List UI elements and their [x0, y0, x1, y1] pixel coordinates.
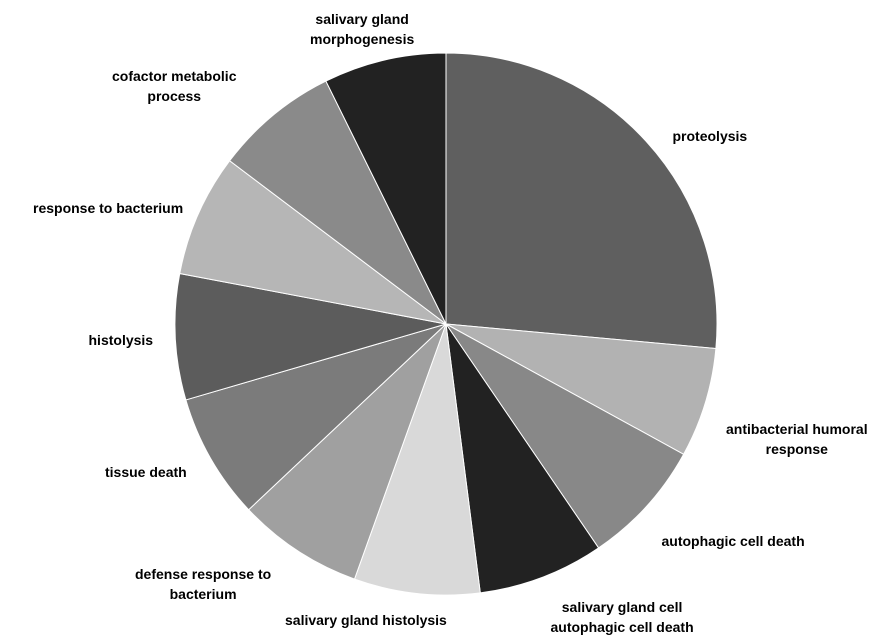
pie-slice [445, 323, 685, 549]
slice-label-line: histolysis [88, 332, 154, 348]
slice-label-line: morphogenesis [310, 31, 415, 47]
slice-label-line: process [147, 88, 202, 104]
slice-label-line: response [765, 441, 828, 457]
slice-label-line: tissue death [105, 464, 187, 480]
slice-label-line: salivary gland [315, 11, 409, 27]
pie-slice [174, 272, 447, 401]
slice-label-line: cofactor metabolic [112, 68, 237, 84]
slice-label-line: salivary gland cell [561, 599, 683, 615]
slice-label: cofactor metabolic process [112, 66, 236, 106]
slice-label: salivary gland cell autophagic cell death [551, 597, 694, 637]
slice-label: defense response to bacterium [135, 564, 271, 604]
pie-slice [445, 323, 717, 455]
slice-label-line: antibacterial humoral [726, 421, 868, 437]
slice-label-line: bacterium [169, 586, 237, 602]
slice-label: antibacterial humoral response [726, 419, 868, 459]
slice-label: salivary gland morphogenesis [310, 9, 414, 49]
slice-label-line: autophagic cell death [661, 533, 805, 549]
slice-label: histolysis [89, 330, 154, 350]
pie-slice [228, 80, 447, 325]
slice-label-line: defense response to [135, 566, 272, 582]
slice-label-line: autophagic cell death [550, 619, 694, 635]
pie-slice [185, 323, 447, 511]
slice-label: salivary gland histolysis [285, 610, 447, 630]
pie-slice [445, 52, 718, 350]
slice-label: tissue death [105, 462, 187, 482]
slice-label-line: salivary gland histolysis [285, 612, 447, 628]
slice-label: response to bacterium [33, 198, 183, 218]
slice-label: proteolysis [673, 126, 748, 146]
pie-slice [325, 52, 447, 325]
slice-label-line: response to bacterium [33, 200, 184, 216]
pie-slice [247, 323, 447, 580]
pie-slice [353, 323, 481, 596]
slice-label-line: proteolysis [672, 128, 748, 144]
pie-slice [445, 323, 600, 594]
pie-slice [179, 160, 447, 325]
slice-label: autophagic cell death [662, 531, 805, 551]
